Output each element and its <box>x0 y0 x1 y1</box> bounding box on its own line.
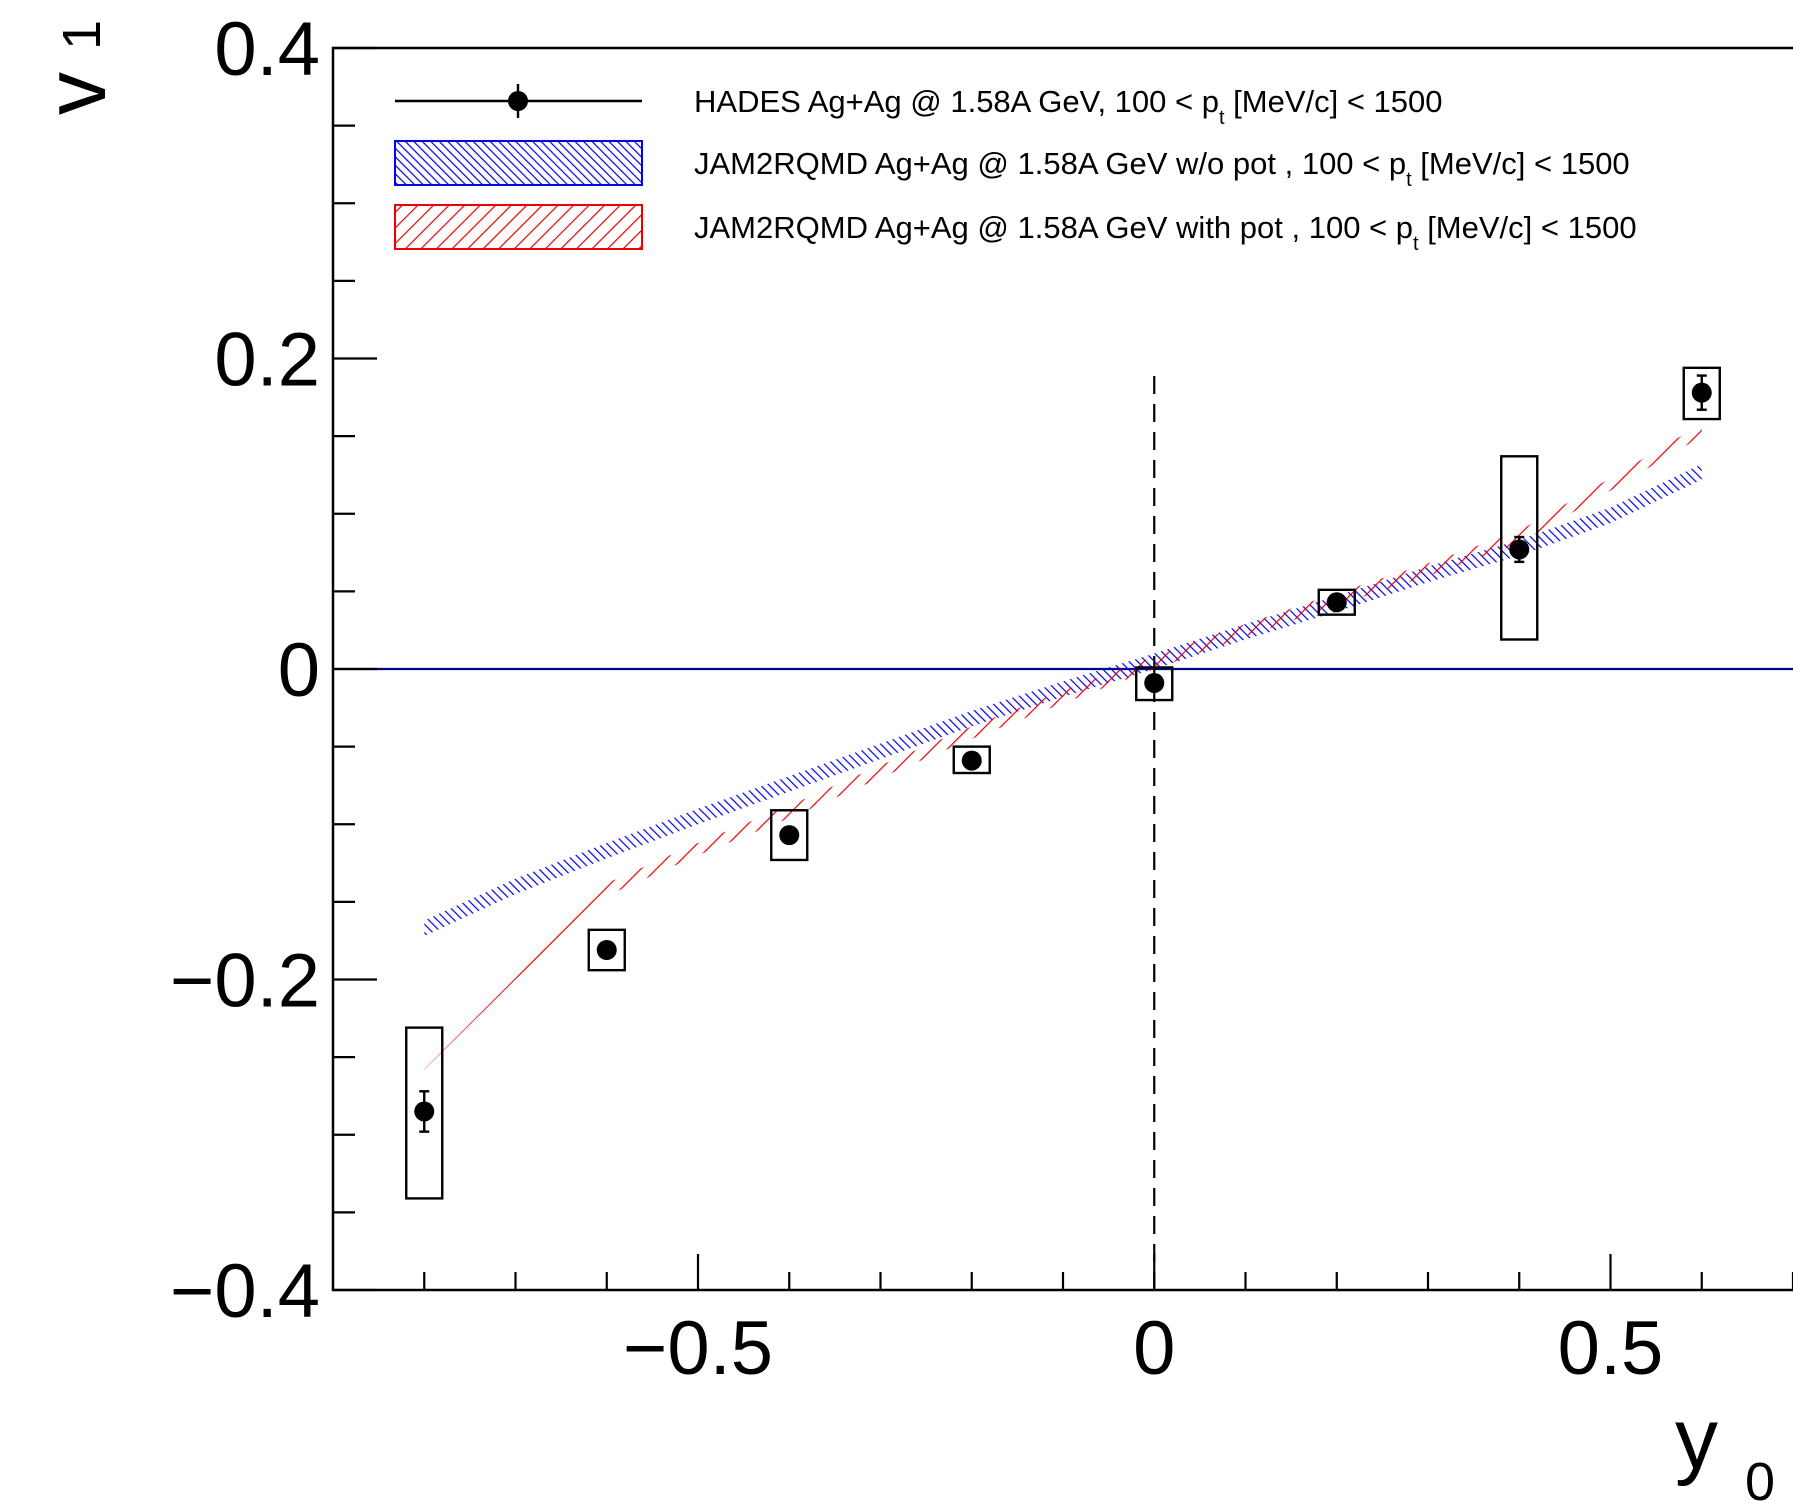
systematic-error-box <box>1317 588 1356 616</box>
systematic-error-box <box>1135 666 1174 702</box>
x-axis: −0.5 0 0.5 <box>423 1254 1793 1391</box>
y-axis-title-subscript: 1 <box>52 20 112 50</box>
y-axis-title: v <box>28 72 124 115</box>
data-marker <box>779 825 800 846</box>
legend-swatch <box>394 140 643 186</box>
data-marker <box>961 750 982 771</box>
data-marker <box>596 940 617 961</box>
data-point <box>1317 588 1356 616</box>
data-point <box>587 928 626 972</box>
data-marker <box>414 1101 435 1122</box>
data-point <box>1682 366 1721 421</box>
legend-swatch <box>394 204 643 250</box>
systematic-error-box <box>1500 455 1539 641</box>
systematic-error-box <box>770 809 809 862</box>
legend-label: JAM2RQMD Ag+Ag @ 1.58A GeV w/o pot , 100… <box>694 146 1630 191</box>
data-point <box>405 1026 444 1200</box>
data-marker <box>1509 539 1530 560</box>
x-tick-label: 0.5 <box>1558 1306 1664 1391</box>
y-tick-label: 0.2 <box>214 318 320 403</box>
data-point <box>1135 666 1174 702</box>
legend-entry: JAM2RQMD Ag+Ag @ 1.58A GeV with pot , 10… <box>394 204 1637 255</box>
data-point <box>1500 455 1539 641</box>
y-tick-label: −0.4 <box>170 1249 320 1334</box>
legend-label: JAM2RQMD Ag+Ag @ 1.58A GeV with pot , 10… <box>694 210 1637 255</box>
systematic-error-box <box>405 1026 444 1200</box>
legend: HADES Ag+Ag @ 1.58A GeV, 100 < pt [MeV/c… <box>394 84 1637 255</box>
legend-entry: JAM2RQMD Ag+Ag @ 1.58A GeV w/o pot , 100… <box>394 140 1630 191</box>
y-tick-label: 0 <box>278 628 320 713</box>
data-point <box>952 745 991 775</box>
y-tick-label: −0.2 <box>170 939 320 1024</box>
data-point <box>770 809 809 862</box>
y-axis: −0.4 −0.2 0 0.2 0.4 <box>170 7 377 1334</box>
data-marker <box>1691 382 1712 403</box>
x-axis-title: y <box>1675 1391 1718 1487</box>
model-band-with-potential <box>424 423 1702 1070</box>
legend-entry: HADES Ag+Ag @ 1.58A GeV, 100 < pt [MeV/c… <box>395 84 1443 129</box>
data-marker <box>1326 592 1347 613</box>
plot-area <box>333 366 1793 1290</box>
y-tick-label: 0.4 <box>214 7 320 92</box>
systematic-error-box <box>1682 366 1721 421</box>
data-marker <box>1144 672 1165 693</box>
x-tick-label: 0 <box>1133 1306 1175 1391</box>
legend-marker <box>508 91 528 111</box>
x-tick-label: −0.5 <box>623 1306 773 1391</box>
legend-label: HADES Ag+Ag @ 1.58A GeV, 100 < pt [MeV/c… <box>694 84 1443 129</box>
systematic-error-box <box>952 745 991 775</box>
x-axis-title-subscript: 0 <box>1745 1452 1775 1507</box>
systematic-error-box <box>587 928 626 972</box>
